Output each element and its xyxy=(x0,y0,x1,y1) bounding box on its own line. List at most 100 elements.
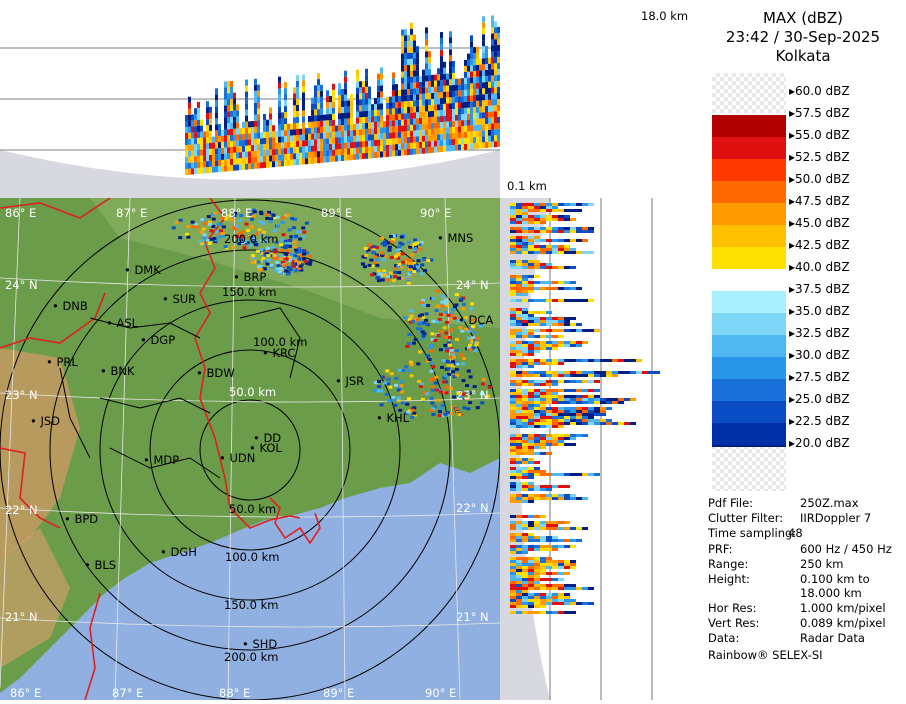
echo-pixel xyxy=(392,108,395,115)
echo-pixel xyxy=(392,96,395,103)
echo-pixel xyxy=(245,85,248,92)
echo-pixel xyxy=(449,43,452,50)
echo-pixel xyxy=(433,338,438,342)
echo-pixel xyxy=(308,121,311,128)
echo-pixel xyxy=(443,412,448,416)
echo-pixel xyxy=(510,281,516,284)
range-label: 150.0 km xyxy=(222,285,277,299)
echo-pixel xyxy=(528,236,534,239)
echo-pixel xyxy=(497,32,500,39)
echo-pixel xyxy=(516,263,522,266)
echo-pixel xyxy=(479,136,482,143)
echo-pixel xyxy=(522,275,528,278)
echo-pixel xyxy=(288,238,293,242)
echo-pixel xyxy=(191,225,196,229)
echo-pixel xyxy=(491,129,494,136)
echo-pixel xyxy=(522,320,528,323)
echo-pixel xyxy=(178,236,183,240)
echo-pixel xyxy=(410,142,413,149)
echo-pixel xyxy=(284,130,287,137)
echo-pixel xyxy=(305,158,308,165)
echo-pixel xyxy=(278,160,281,167)
echo-pixel xyxy=(209,154,212,161)
echo-pixel xyxy=(540,422,546,425)
echo-pixel xyxy=(410,76,413,83)
echo-pixel xyxy=(479,70,482,77)
echo-pixel xyxy=(488,105,491,112)
echo-pixel xyxy=(528,470,534,473)
echo-pixel xyxy=(295,252,300,256)
echo-pixel xyxy=(293,99,296,106)
echo-pixel xyxy=(600,359,606,362)
echo-pixel xyxy=(431,122,434,129)
echo-pixel xyxy=(194,108,197,115)
echo-pixel xyxy=(212,236,217,240)
echo-pixel xyxy=(230,164,233,171)
echo-pixel xyxy=(576,419,582,422)
echo-pixel xyxy=(395,90,398,97)
echo-pixel xyxy=(449,91,452,98)
echo-pixel xyxy=(416,52,419,59)
legend-label: ▸20.0 dBZ xyxy=(789,436,850,450)
echo-pixel xyxy=(290,217,295,221)
echo-pixel xyxy=(365,116,368,123)
echo-pixel xyxy=(296,147,299,154)
echo-pixel xyxy=(251,214,256,218)
echo-pixel xyxy=(185,133,188,139)
echo-pixel xyxy=(287,135,290,142)
echo-pixel xyxy=(203,155,206,162)
echo-pixel xyxy=(510,419,516,422)
echo-pixel xyxy=(440,86,443,93)
info-value: 600 Hz / 450 Hz xyxy=(800,542,892,556)
echo-pixel xyxy=(546,230,552,233)
echo-pixel xyxy=(516,602,522,605)
echo-pixel xyxy=(385,369,390,373)
echo-pixel xyxy=(302,74,305,81)
echo-pixel xyxy=(552,215,558,218)
echo-pixel xyxy=(528,539,534,542)
echo-pixel xyxy=(291,261,296,265)
echo-pixel xyxy=(497,56,500,63)
echo-pixel xyxy=(413,64,416,71)
echo-pixel xyxy=(540,569,546,572)
echo-pixel xyxy=(401,235,406,239)
echo-pixel xyxy=(258,268,263,272)
echo-pixel xyxy=(275,160,278,167)
echo-pixel xyxy=(522,536,528,539)
echo-pixel xyxy=(510,392,516,395)
legend-label: ▸40.0 dBZ xyxy=(789,260,850,274)
echo-pixel xyxy=(359,141,362,148)
echo-pixel xyxy=(232,225,237,229)
echo-pixel xyxy=(425,33,428,40)
echo-pixel xyxy=(558,572,564,575)
echo-pixel xyxy=(534,599,540,602)
echo-pixel xyxy=(540,227,546,230)
echo-pixel xyxy=(389,132,392,139)
echo-pixel xyxy=(440,414,445,418)
echo-pixel xyxy=(185,163,188,169)
echo-pixel xyxy=(546,563,552,566)
echo-pixel xyxy=(454,303,459,307)
echo-pixel xyxy=(494,81,497,88)
echo-pixel xyxy=(263,113,266,120)
echo-pixel xyxy=(392,84,395,91)
echo-pixel xyxy=(558,320,564,323)
echo-pixel xyxy=(552,437,558,440)
echo-pixel xyxy=(558,362,564,365)
echo-pixel xyxy=(522,485,528,488)
echo-pixel xyxy=(385,278,390,282)
echo-pixel xyxy=(522,551,528,554)
echo-pixel xyxy=(188,126,191,133)
echo-pixel xyxy=(422,117,425,124)
echo-pixel xyxy=(522,452,528,455)
echo-pixel xyxy=(540,329,546,332)
echo-pixel xyxy=(522,293,528,296)
echo-pixel xyxy=(422,87,425,94)
echo-pixel xyxy=(436,289,441,293)
echo-pixel xyxy=(372,247,377,251)
echo-pixel xyxy=(564,323,570,326)
echo-pixel xyxy=(576,371,582,374)
echo-pixel xyxy=(552,572,558,575)
echo-pixel xyxy=(546,245,552,248)
echo-pixel xyxy=(552,410,558,413)
